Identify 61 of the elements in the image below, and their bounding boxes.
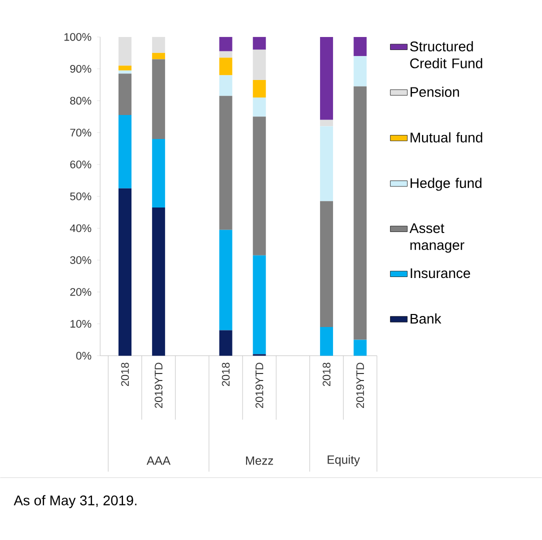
x-tick-label: 2019YTD	[255, 362, 264, 408]
bar	[118, 66, 132, 71]
y-tick-label: 20%	[70, 288, 92, 296]
y-tick-label: 40%	[70, 224, 92, 232]
x-tick-label: 2018	[121, 362, 129, 386]
x-tick-label: 2019YTD	[154, 362, 162, 408]
bar	[219, 75, 232, 96]
bar	[152, 139, 166, 208]
bar	[320, 327, 334, 356]
bar	[152, 59, 166, 140]
y-tick-label: 30%	[70, 256, 92, 264]
y-tick-label: 0%	[76, 352, 92, 360]
bar	[219, 330, 232, 356]
bar	[252, 37, 266, 50]
bar	[252, 50, 266, 80]
y-tick-label: 70%	[70, 128, 92, 137]
x-tick-label: 2018	[322, 362, 330, 386]
bar	[219, 230, 232, 330]
legend-label: Asset manager	[410, 224, 464, 253]
bar	[152, 53, 166, 60]
bar	[252, 256, 266, 354]
bar	[152, 208, 166, 356]
y-tick-label: 50%	[70, 192, 92, 200]
legend-label: Hedge fund	[410, 178, 482, 191]
bar	[252, 98, 266, 117]
legend-label: Structured Credit Fund	[410, 41, 482, 69]
bar	[219, 96, 232, 230]
bar	[320, 120, 334, 126]
text: As of May 31, 2019.	[14, 495, 136, 508]
bar	[219, 58, 232, 76]
bar	[354, 340, 367, 356]
bar	[354, 37, 367, 56]
x-tick-label: 2018	[222, 362, 230, 386]
x-tick-label: 2019YTD	[356, 362, 364, 408]
y-tick-label: 80%	[70, 97, 92, 105]
y-tick-label: 90%	[70, 65, 92, 73]
legend-label: Insurance	[410, 268, 470, 278]
legend-label: Mutual fund	[410, 132, 482, 143]
bar	[354, 56, 367, 87]
bar	[252, 116, 266, 256]
bar	[320, 126, 334, 202]
legend-label: Pension	[410, 86, 459, 98]
bar	[152, 37, 166, 54]
bar	[219, 52, 232, 58]
text: Mezz	[246, 456, 274, 466]
y-tick-label: 60%	[70, 160, 92, 169]
bar	[219, 37, 232, 52]
text: Equity	[328, 455, 360, 466]
bar	[118, 70, 132, 74]
bar	[118, 37, 132, 66]
text: AAA	[146, 456, 171, 465]
y-tick-label: 100%	[64, 33, 92, 42]
bar	[354, 86, 367, 340]
bar	[118, 115, 132, 189]
bar	[118, 188, 132, 356]
bar	[118, 74, 132, 116]
legend-label: Bank	[410, 314, 442, 324]
bar	[320, 37, 334, 120]
y-tick-label: 10%	[70, 320, 92, 328]
bar	[320, 201, 334, 328]
bar	[252, 80, 266, 98]
